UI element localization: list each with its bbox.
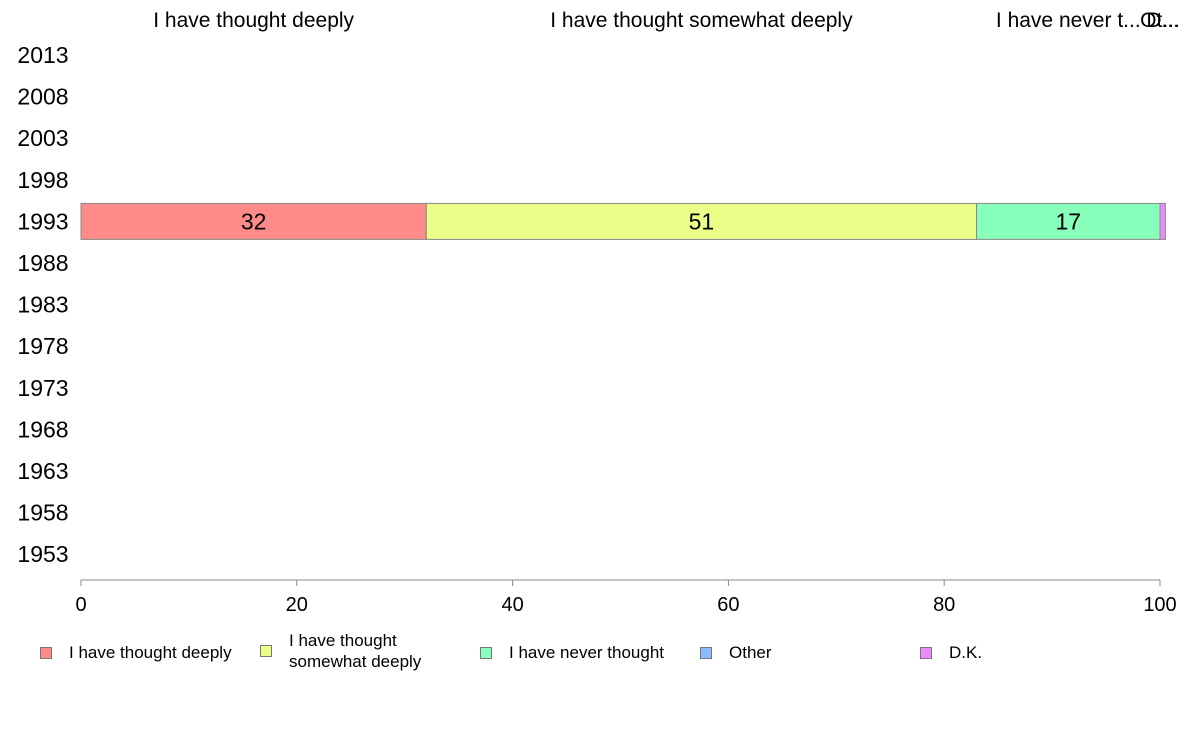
x-tick-label: 0	[75, 594, 86, 616]
legend-item-never-thought: I have never thought	[480, 642, 664, 663]
column-header: I have thought deeply	[153, 9, 354, 32]
bar-i-have-thought-somewhat-deeply	[425, 202, 978, 240]
legend-swatch-thought-somewhat-deeply	[260, 645, 272, 657]
legend-label-dk: D.K.	[949, 643, 983, 662]
legend-label-other: Other	[729, 643, 772, 662]
legend-label-thought-somewhat-deeply: I have thought somewhat deeply	[289, 631, 422, 671]
column-header: I have never t...	[996, 9, 1141, 32]
bar-d-k	[1159, 202, 1166, 240]
legend-item-thought-deeply: I have thought deeply	[40, 642, 232, 663]
category-label: 1998	[17, 167, 68, 193]
column-header: D...	[1146, 9, 1179, 32]
legend-item-dk: D.K.	[920, 642, 982, 663]
category-label: 2008	[17, 84, 68, 110]
data-label: 51	[689, 208, 715, 234]
legend-swatch-dk	[920, 646, 932, 659]
category-label: 1968	[17, 416, 68, 442]
column-header: Ot...	[1140, 9, 1180, 32]
category-label: 2003	[17, 125, 68, 151]
category-label: 1963	[17, 458, 68, 484]
legend-swatch-thought-deeply	[40, 646, 52, 659]
x-tick-label: 40	[501, 594, 523, 616]
x-tick-label: 100	[1143, 594, 1176, 616]
category-label: 2013	[17, 42, 68, 68]
legend-label-never-thought: I have never thought	[509, 643, 665, 662]
x-tick-label: 20	[286, 594, 308, 616]
legend-label-thought-deeply: I have thought deeply	[69, 643, 232, 662]
legend-item-thought-somewhat-deeply: I have thought somewhat deeply	[260, 630, 421, 672]
category-label: 1983	[17, 292, 68, 318]
legend-swatch-other	[700, 646, 712, 659]
legend-item-other: Other	[700, 642, 772, 663]
category-label: 1988	[17, 250, 68, 276]
data-label: 17	[1055, 208, 1081, 234]
category-label: 1973	[17, 375, 68, 401]
x-tick-label: 60	[717, 594, 739, 616]
legend: I have thought deeply I have thought som…	[0, 628, 1188, 678]
stacked-bar-chart: I have thought deeply I have thought some…	[17, 9, 1180, 616]
column-header: I have thought somewhat deeply	[550, 9, 853, 32]
data-label: 32	[241, 208, 267, 234]
category-label: 1978	[17, 333, 68, 359]
category-label: 1958	[17, 500, 68, 526]
category-label: 1993	[17, 208, 68, 234]
x-tick-label: 80	[933, 594, 955, 616]
category-label: 1953	[17, 541, 68, 567]
legend-swatch-never-thought	[480, 646, 492, 659]
